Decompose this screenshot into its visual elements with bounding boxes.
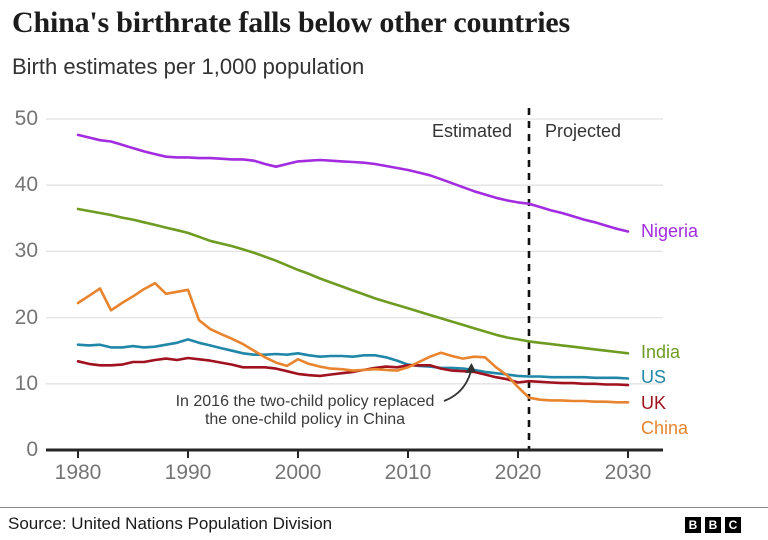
line-chart-plot — [46, 108, 663, 458]
projected-label: Projected — [545, 121, 622, 141]
chart-subtitle: Birth estimates per 1,000 population — [12, 54, 365, 79]
series-line-us — [76, 338, 630, 380]
x-tick-label: 2020 — [494, 461, 542, 484]
bbc-logo-block: C — [725, 517, 741, 533]
y-tick-label: 10 — [14, 371, 38, 395]
y-tick-label: 20 — [14, 305, 38, 329]
policy-annotation-line2: the one-child policy in China — [204, 411, 406, 428]
series-line-india — [76, 207, 630, 355]
source-bar: Source: United Nations Population Divisi… — [0, 507, 768, 540]
policy-annotation: In 2016 the two-child policy replaced th… — [120, 393, 490, 429]
chart-title: China's birthrate falls below other coun… — [12, 6, 570, 39]
series-label-nigeria: Nigeria — [641, 221, 699, 241]
y-tick-label: 40 — [14, 173, 38, 197]
x-tick-label: 1990 — [164, 461, 212, 484]
series-label-china: China — [641, 418, 689, 438]
series-line-nigeria — [76, 133, 630, 233]
series-label-us: US — [641, 367, 667, 387]
series-label-india: India — [641, 342, 681, 362]
estimated-label: Estimated — [431, 121, 512, 141]
y-tick-label: 50 — [14, 107, 38, 130]
series-line-china — [76, 281, 630, 404]
y-tick-label: 0 — [26, 438, 38, 461]
annotation-arrow — [443, 370, 472, 402]
x-tick-label: 2000 — [274, 461, 322, 484]
x-tick-label: 2010 — [384, 461, 432, 484]
series-label-uk: UK — [641, 393, 667, 413]
y-tick-label: 30 — [14, 239, 38, 263]
source-text: Source: United Nations Population Divisi… — [8, 514, 333, 533]
policy-annotation-line1: In 2016 the two-child policy replaced — [175, 393, 435, 410]
bbc-logo-block: B — [705, 517, 721, 533]
x-tick-label: 2030 — [604, 461, 652, 484]
annotation-arrowhead — [465, 363, 476, 373]
x-tick-label: 1980 — [54, 461, 102, 484]
bbc-logo-block: B — [685, 517, 701, 533]
